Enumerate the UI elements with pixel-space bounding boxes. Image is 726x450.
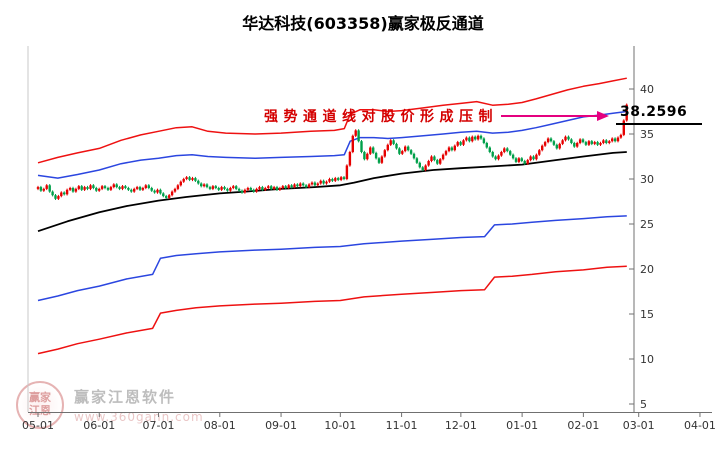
lower-blue-channel-line — [37, 215, 627, 302]
y-axis: 40 35 30 25 20 15 10 5 — [629, 83, 654, 411]
svg-text:12-01: 12-01 — [445, 419, 477, 432]
svg-text:03-01: 03-01 — [623, 419, 655, 432]
svg-text:07-01: 07-01 — [143, 419, 175, 432]
price-level-line — [616, 123, 702, 125]
channel-lines — [37, 77, 627, 355]
lower-extreme-red-line — [37, 265, 627, 355]
brand-logo-icon: 赢家 江恩 — [16, 381, 64, 429]
svg-text:11-01: 11-01 — [386, 419, 418, 432]
svg-text:25: 25 — [640, 218, 654, 231]
svg-text:20: 20 — [640, 263, 654, 276]
upper-blue-channel-line — [37, 110, 627, 179]
svg-text:35: 35 — [640, 128, 654, 141]
upper-extreme-red-line — [37, 77, 627, 164]
watermark-brand: 赢家江恩软件 — [74, 388, 177, 406]
svg-text:10-01: 10-01 — [324, 419, 356, 432]
watermark-text: 赢家江恩软件 www.360gann.com — [74, 386, 204, 424]
watermark-url: www.360gann.com — [74, 410, 204, 424]
svg-text:01-01: 01-01 — [506, 419, 538, 432]
watermark: 赢家 江恩 赢家江恩软件 www.360gann.com — [16, 381, 204, 429]
svg-text:5: 5 — [640, 398, 647, 411]
svg-text:08-01: 08-01 — [204, 419, 236, 432]
svg-text:15: 15 — [640, 308, 654, 321]
svg-text:09-01: 09-01 — [265, 419, 297, 432]
annotation-arrow-icon — [501, 111, 609, 121]
svg-text:40: 40 — [640, 83, 654, 96]
svg-text:05-01: 05-01 — [22, 419, 54, 432]
candles — [36, 103, 628, 200]
x-axis: 05-01 06-01 07-01 08-01 09-01 10-01 11-01 12-01… — [22, 412, 716, 432]
svg-text:06-01: 06-01 — [83, 419, 115, 432]
latest-price-label: 38.2596 — [620, 104, 688, 120]
svg-text:30: 30 — [640, 173, 654, 186]
middle-black-line — [37, 151, 627, 233]
logo-text-top: 赢家 — [29, 391, 51, 405]
page-title: 华达科技(603358)赢家极反通道 — [242, 14, 484, 33]
plot-frame — [27, 46, 712, 413]
pressure-annotation: 强势通道线对股价形成压制 — [264, 106, 609, 126]
svg-text:02-01: 02-01 — [567, 419, 599, 432]
svg-text:04-01: 04-01 — [684, 419, 716, 432]
annotation-text: 强势通道线对股价形成压制 — [264, 109, 498, 125]
svg-text:10: 10 — [640, 353, 654, 366]
logo-text-bottom: 江恩 — [29, 404, 51, 417]
